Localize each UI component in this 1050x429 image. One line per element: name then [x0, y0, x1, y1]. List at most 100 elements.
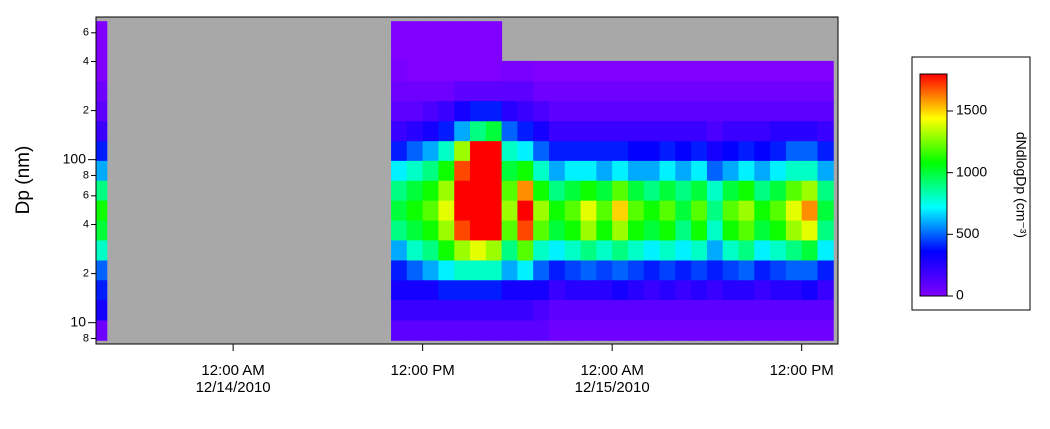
heatmap-cell [406, 319, 424, 341]
heatmap-cell [612, 259, 629, 281]
heatmap-cell [801, 259, 818, 281]
colorbar [919, 73, 948, 297]
heatmap-cell [770, 239, 787, 261]
heatmap-cell [691, 160, 708, 181]
heatmap-cell [722, 299, 740, 321]
heatmap-cell [438, 259, 455, 281]
colorbar-label: dNdlogDp (cm⁻³) [1013, 132, 1029, 238]
heatmap-cell [738, 60, 755, 82]
heatmap-cell [659, 299, 676, 321]
heatmap-cell [391, 239, 408, 261]
heatmap-cell [564, 299, 582, 321]
heatmap-cell [643, 80, 661, 102]
heatmap-cell [533, 120, 550, 142]
heatmap-cell [675, 220, 692, 241]
heatmap-cell [517, 80, 534, 102]
heatmap-cell [454, 259, 471, 281]
heatmap-cell [391, 120, 408, 142]
heatmap-cell [754, 259, 771, 281]
heatmap-cell [470, 200, 487, 221]
heatmap-cell [643, 279, 661, 301]
heatmap-cell [406, 120, 424, 142]
heatmap-cell [722, 80, 740, 102]
heatmap-cell [438, 220, 455, 241]
heatmap-cell [96, 140, 108, 161]
heatmap-cell [738, 259, 755, 281]
heatmap-cell [801, 220, 818, 241]
heatmap-cell [722, 319, 740, 341]
heatmap-cell [612, 100, 629, 122]
heatmap-cell [422, 200, 439, 221]
heatmap-cell [454, 60, 471, 82]
heatmap-cell [454, 299, 471, 321]
heatmap-cell [722, 160, 740, 181]
heatmap-cell [675, 120, 692, 142]
heatmap-cell [706, 239, 724, 261]
heatmap-cell [564, 279, 582, 301]
heatmap-cell [785, 239, 803, 261]
heatmap-cell [485, 160, 503, 181]
heatmap-cell [691, 220, 708, 241]
heatmap-cell [438, 279, 455, 301]
heatmap-cell [596, 299, 613, 321]
heatmap-cell [675, 200, 692, 221]
heatmap-cell [438, 120, 455, 142]
heatmap-cell [785, 80, 803, 102]
heatmap-cell [770, 100, 787, 122]
heatmap-cell [548, 140, 566, 161]
heatmap-cell [96, 100, 108, 122]
heatmap-cell [580, 180, 597, 201]
heatmap-cell [391, 319, 408, 341]
heatmap-cell [722, 220, 740, 241]
plot-frame [95, 16, 839, 345]
heatmap-cell [627, 140, 645, 161]
heatmap-cell [691, 180, 708, 201]
heatmap-cell [706, 120, 724, 142]
heatmap-cell [501, 120, 518, 142]
heatmap-cell [580, 299, 597, 321]
heatmap-cell [738, 140, 755, 161]
heatmap-cell [596, 80, 613, 102]
heatmap-cell [612, 279, 629, 301]
heatmap-cell [738, 80, 755, 102]
heatmap-cell [470, 80, 487, 102]
heatmap-cell [643, 140, 661, 161]
heatmap-cell [485, 279, 503, 301]
heatmap-cell [470, 100, 487, 122]
heatmap-cell [643, 200, 661, 221]
heatmap-cell [612, 160, 629, 181]
heatmap-cell [454, 220, 471, 241]
heatmap-cell [422, 259, 439, 281]
heatmap-cell [596, 239, 613, 261]
heatmap-cell [580, 220, 597, 241]
heatmap-cell [517, 279, 534, 301]
heatmap-cell [770, 200, 787, 221]
heatmap-cell [675, 80, 692, 102]
heatmap-cell [596, 160, 613, 181]
heatmap-cell [706, 80, 724, 102]
heatmap-cell [706, 60, 724, 82]
heatmap-cell [754, 220, 771, 241]
heatmap-cell [391, 279, 408, 301]
heatmap-cell [738, 239, 755, 261]
heatmap-cell [580, 100, 597, 122]
heatmap-cell [422, 160, 439, 181]
heatmap-cell [801, 239, 818, 261]
heatmap-cell [406, 239, 424, 261]
y-tick-label: 6 [83, 190, 89, 202]
heatmap-cell [738, 279, 755, 301]
heatmap-cell [485, 259, 503, 281]
heatmap-cell [817, 259, 834, 281]
heatmap-cell [564, 60, 582, 82]
heatmap-cell [801, 120, 818, 142]
heatmap-cell [470, 220, 487, 241]
heatmap-cell [438, 319, 455, 341]
heatmap-cell [770, 220, 787, 241]
heatmap-cell [564, 239, 582, 261]
heatmap-cell [548, 200, 566, 221]
heatmap-cell [96, 160, 108, 181]
heatmap-cell [454, 200, 471, 221]
heatmap-cell [801, 100, 818, 122]
heatmap-cell [754, 239, 771, 261]
